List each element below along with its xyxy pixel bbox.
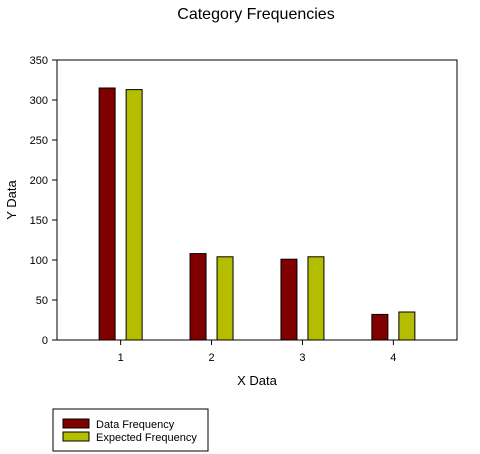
y-axis-label: Y Data bbox=[4, 179, 19, 219]
bars bbox=[98, 87, 416, 341]
y-tick-label: 100 bbox=[30, 255, 48, 267]
x-tick-label: 3 bbox=[299, 352, 305, 364]
x-tick-label: 4 bbox=[390, 352, 396, 364]
x-axis-label: X Data bbox=[237, 373, 278, 388]
y-tick-label: 300 bbox=[30, 95, 48, 107]
y-tick-label: 50 bbox=[36, 295, 48, 307]
y-tick-label: 250 bbox=[30, 135, 48, 147]
bar-expected-frequency-3 bbox=[307, 256, 325, 341]
bar-expected-frequency-1 bbox=[125, 89, 143, 341]
y-tick-label: 0 bbox=[42, 335, 48, 347]
y-tick-label: 350 bbox=[30, 55, 48, 67]
legend-box bbox=[52, 408, 209, 452]
bar-expected-frequency-2 bbox=[216, 256, 234, 341]
legend-label-expected-frequency: Expected Frequency bbox=[96, 432, 197, 444]
y-tick-label: 150 bbox=[30, 215, 48, 227]
legend: Data Frequency Expected Frequency bbox=[52, 408, 209, 452]
bar-data-frequency-3 bbox=[280, 258, 298, 341]
bar-expected-frequency-4 bbox=[398, 311, 416, 341]
plot-frame bbox=[56, 59, 458, 341]
bar-data-frequency-2 bbox=[189, 253, 207, 341]
legend-label-data-frequency: Data Frequency bbox=[96, 419, 175, 431]
legend-swatch-data-frequency bbox=[62, 418, 90, 429]
x-tick-label: 2 bbox=[208, 352, 214, 364]
bar-data-frequency-4 bbox=[371, 313, 389, 341]
y-tick-label: 200 bbox=[30, 175, 48, 187]
bar-data-frequency-1 bbox=[98, 87, 116, 341]
legend-swatch-expected-frequency bbox=[62, 431, 90, 442]
chart-title: Category Frequencies bbox=[177, 6, 334, 23]
x-axis: 1 2 3 4 bbox=[118, 340, 396, 364]
x-tick-label: 1 bbox=[118, 352, 124, 364]
y-axis: 0 50 100 150 200 250 300 350 bbox=[30, 55, 57, 347]
